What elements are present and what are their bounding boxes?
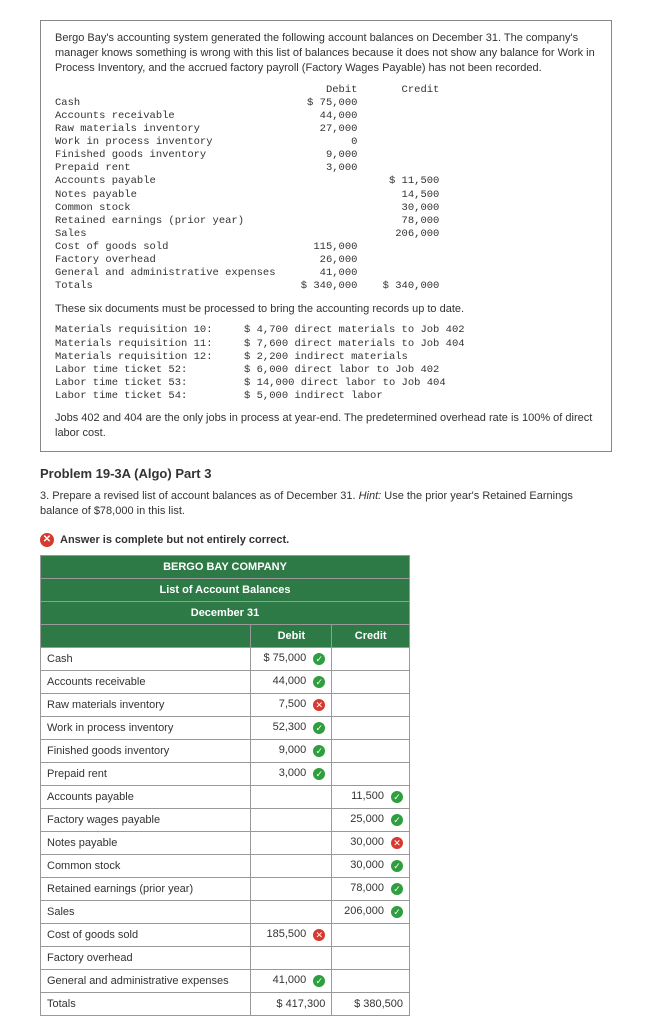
- account-name-cell[interactable]: Raw materials inventory: [41, 693, 251, 716]
- credit-cell[interactable]: [332, 739, 410, 762]
- cross-icon: ✕: [391, 837, 403, 849]
- credit-col-header: Credit: [332, 624, 410, 647]
- debit-cell[interactable]: [251, 877, 332, 900]
- check-icon: ✓: [391, 791, 403, 803]
- account-name-cell[interactable]: Retained earnings (prior year): [41, 877, 251, 900]
- credit-cell[interactable]: [332, 647, 410, 670]
- account-name-cell[interactable]: Cash: [41, 647, 251, 670]
- account-name-cell[interactable]: Prepaid rent: [41, 762, 251, 785]
- credit-cell[interactable]: [332, 762, 410, 785]
- company-header: BERGO BAY COMPANY: [41, 555, 410, 578]
- check-icon: ✓: [313, 975, 325, 987]
- table-row: Prepaid rent3,000 ✓: [41, 762, 410, 785]
- table-row: Accounts receivable44,000 ✓: [41, 670, 410, 693]
- debit-cell[interactable]: 3,000 ✓: [251, 762, 332, 785]
- debit-cell[interactable]: 185,500 ✕: [251, 923, 332, 946]
- totals-debit: $ 417,300: [251, 992, 332, 1015]
- debit-cell[interactable]: 7,500 ✕: [251, 693, 332, 716]
- check-icon: ✓: [391, 906, 403, 918]
- table-row: Accounts payable 11,500 ✓: [41, 785, 410, 808]
- credit-cell[interactable]: [332, 716, 410, 739]
- credit-cell[interactable]: 11,500 ✓: [332, 785, 410, 808]
- debit-cell[interactable]: 52,300 ✓: [251, 716, 332, 739]
- intro-text: Bergo Bay's accounting system generated …: [55, 31, 597, 76]
- debit-cell[interactable]: 41,000 ✓: [251, 969, 332, 992]
- list-title-header: List of Account Balances: [41, 578, 410, 601]
- table-row: Retained earnings (prior year) 78,000 ✓: [41, 877, 410, 900]
- account-name-cell[interactable]: General and administrative expenses: [41, 969, 251, 992]
- feedback-banner: ✕ Answer is complete but not entirely co…: [40, 533, 289, 547]
- question-text: 3. Prepare a revised list of account bal…: [40, 489, 612, 519]
- table-row: Finished goods inventory9,000 ✓: [41, 739, 410, 762]
- documents-block: Materials requisition 10: $ 4,700 direct…: [55, 324, 597, 403]
- check-icon: ✓: [313, 676, 325, 688]
- cross-icon: ✕: [313, 929, 325, 941]
- table-row: Factory wages payable 25,000 ✓: [41, 808, 410, 831]
- problem-context-box: Bergo Bay's accounting system generated …: [40, 20, 612, 452]
- problem-title: Problem 19-3A (Algo) Part 3: [40, 466, 612, 481]
- check-icon: ✓: [313, 768, 325, 780]
- totals-label: Totals: [41, 992, 251, 1015]
- account-name-cell[interactable]: Sales: [41, 900, 251, 923]
- docs-note: Jobs 402 and 404 are the only jobs in pr…: [55, 411, 597, 441]
- debit-cell[interactable]: [251, 854, 332, 877]
- credit-cell[interactable]: [332, 693, 410, 716]
- credit-cell[interactable]: [332, 969, 410, 992]
- credit-cell[interactable]: [332, 923, 410, 946]
- account-name-cell[interactable]: Common stock: [41, 854, 251, 877]
- account-name-cell[interactable]: Accounts payable: [41, 785, 251, 808]
- account-name-cell[interactable]: Cost of goods sold: [41, 923, 251, 946]
- account-name-cell[interactable]: Accounts receivable: [41, 670, 251, 693]
- table-row: Cost of goods sold185,500 ✕: [41, 923, 410, 946]
- feedback-label: Answer is complete but not entirely corr…: [60, 534, 289, 546]
- table-row: Sales 206,000 ✓: [41, 900, 410, 923]
- account-name-cell[interactable]: Notes payable: [41, 831, 251, 854]
- account-name-cell[interactable]: Factory wages payable: [41, 808, 251, 831]
- table-row: Factory overhead: [41, 946, 410, 969]
- debit-cell[interactable]: [251, 946, 332, 969]
- account-name-cell[interactable]: Finished goods inventory: [41, 739, 251, 762]
- check-icon: ✓: [313, 745, 325, 757]
- date-header: December 31: [41, 601, 410, 624]
- table-row: Raw materials inventory7,500 ✕: [41, 693, 410, 716]
- credit-cell[interactable]: [332, 670, 410, 693]
- answer-table: BERGO BAY COMPANY List of Account Balanc…: [40, 555, 410, 1016]
- table-row: Work in process inventory52,300 ✓: [41, 716, 410, 739]
- debit-cell[interactable]: $ 75,000 ✓: [251, 647, 332, 670]
- incorrect-icon: ✕: [40, 533, 54, 547]
- credit-cell[interactable]: 30,000 ✕: [332, 831, 410, 854]
- blank-col-header: [41, 624, 251, 647]
- debit-cell[interactable]: [251, 831, 332, 854]
- trial-balance-block: Debit Credit Cash $ 75,000 Accounts rece…: [55, 84, 597, 294]
- table-row: Cash$ 75,000 ✓: [41, 647, 410, 670]
- table-row: General and administrative expenses41,00…: [41, 969, 410, 992]
- check-icon: ✓: [391, 883, 403, 895]
- debit-col-header: Debit: [251, 624, 332, 647]
- docs-intro: These six documents must be processed to…: [55, 302, 597, 317]
- account-name-cell[interactable]: Work in process inventory: [41, 716, 251, 739]
- credit-cell[interactable]: 30,000 ✓: [332, 854, 410, 877]
- account-name-cell[interactable]: Factory overhead: [41, 946, 251, 969]
- check-icon: ✓: [313, 722, 325, 734]
- debit-cell[interactable]: 44,000 ✓: [251, 670, 332, 693]
- credit-cell[interactable]: [332, 946, 410, 969]
- check-icon: ✓: [391, 860, 403, 872]
- totals-credit: $ 380,500: [332, 992, 410, 1015]
- debit-cell[interactable]: [251, 900, 332, 923]
- cross-icon: ✕: [313, 699, 325, 711]
- debit-cell[interactable]: [251, 785, 332, 808]
- table-row: Notes payable 30,000 ✕: [41, 831, 410, 854]
- table-row: Common stock 30,000 ✓: [41, 854, 410, 877]
- debit-cell[interactable]: 9,000 ✓: [251, 739, 332, 762]
- debit-cell[interactable]: [251, 808, 332, 831]
- check-icon: ✓: [313, 653, 325, 665]
- check-icon: ✓: [391, 814, 403, 826]
- credit-cell[interactable]: 206,000 ✓: [332, 900, 410, 923]
- credit-cell[interactable]: 25,000 ✓: [332, 808, 410, 831]
- credit-cell[interactable]: 78,000 ✓: [332, 877, 410, 900]
